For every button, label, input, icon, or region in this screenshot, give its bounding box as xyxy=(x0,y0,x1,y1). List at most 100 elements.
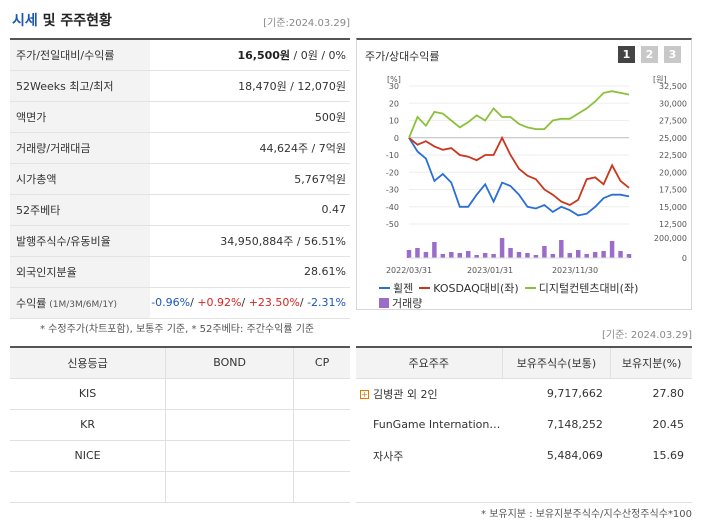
info-row: 주가/전일대비/수익률 16,500원 / 0원 / 0% xyxy=(10,39,350,71)
legend-item: 거래량 xyxy=(379,296,422,311)
y-left-tick: -20 xyxy=(386,168,399,177)
volume-bar xyxy=(457,253,463,258)
info-label: 52Weeks 최고/최저 xyxy=(10,70,150,102)
y-left-tick: 30 xyxy=(389,82,399,91)
returns-label: 수익률 (1M/3M/6M/1Y) xyxy=(10,287,150,319)
y-left-unit: [%] xyxy=(387,75,401,84)
volume-bar xyxy=(474,255,479,258)
legend-label: 거래량 xyxy=(392,296,423,310)
info-label: 주가/전일대비/수익률 xyxy=(10,39,150,71)
volume-bar xyxy=(406,250,412,258)
y-left-tick: -40 xyxy=(386,203,399,212)
y-right-unit: [원] xyxy=(653,75,667,84)
info-value: 28.61% xyxy=(150,256,350,288)
info-row: 52주베타 0.47 xyxy=(10,194,350,226)
price-chart: [%] [원] 30 32,500 20 30,000 10 27,500 0 25,000 -10… xyxy=(386,75,687,275)
y-right-tick: 32,500 xyxy=(659,82,687,91)
y-right-tick: 15,000 xyxy=(659,203,687,212)
x-tick: 2023/01/31 xyxy=(467,266,513,275)
holder-name[interactable]: 김병관 외 2인 xyxy=(373,387,438,401)
title-accent: 시세 xyxy=(12,13,38,29)
info-label: 거래량/거래대금 xyxy=(10,132,150,164)
info-value: 5,767억원 xyxy=(150,163,350,195)
returns-separator: / xyxy=(190,296,198,309)
info-row: 발행주식수/유동비율 34,950,884주 / 56.51% xyxy=(10,225,350,257)
credit-header: CP xyxy=(293,347,350,379)
holder-name-cell: FunGame International… xyxy=(356,409,502,440)
volume-bar xyxy=(618,251,623,258)
legend-label: 디지털컨텐츠대비(좌) xyxy=(538,281,639,295)
volume-bar xyxy=(601,251,606,258)
chart-title: 주가/상대수익률 xyxy=(365,50,440,63)
credit-cell: KR xyxy=(10,408,167,441)
legend-swatch xyxy=(419,287,431,289)
holder-shares: 5,484,069 xyxy=(546,449,603,462)
y-right-tick: 17,500 xyxy=(659,186,687,195)
info-value: 500원 xyxy=(150,101,350,133)
credit-cell xyxy=(165,439,295,472)
volume-bar xyxy=(559,240,564,258)
return-3m: +0.92% xyxy=(197,296,242,309)
table-row: 자사주 5,484,069 15.69 xyxy=(356,440,692,471)
volume-bar xyxy=(542,246,547,258)
expand-plus-icon[interactable]: + xyxy=(360,390,369,400)
volume-tick-zero: 0 xyxy=(682,254,687,263)
credit-header: 신용등급 xyxy=(10,347,167,379)
series-line-2 xyxy=(408,135,630,207)
y-left-tick: -30 xyxy=(386,186,399,195)
volume-bar xyxy=(499,238,505,258)
y-right-tick: 27,500 xyxy=(659,117,687,126)
credit-rating-table: 신용등급 BOND CP KIS KR NICE xyxy=(10,346,350,503)
volume-bar xyxy=(508,248,513,258)
title-rest: 및 주주현황 xyxy=(37,13,112,29)
holder-percent: 27.80 xyxy=(652,387,685,401)
y-left-tick: 0 xyxy=(394,134,399,143)
y-left-tick: 20 xyxy=(389,99,399,108)
returns-period-label: (1M/3M/6M/1Y) xyxy=(46,299,118,310)
chart-page-button-3[interactable]: 3 xyxy=(664,46,681,63)
holder-percent xyxy=(610,471,692,503)
info-value: 0.47 xyxy=(150,194,350,226)
volume-bar xyxy=(449,252,454,258)
credit-cell: NICE xyxy=(10,439,167,472)
chart-page-button-2[interactable]: 2 xyxy=(641,46,658,63)
info-value: 18,470원 / 12,070원 xyxy=(150,70,350,102)
chart-page-button-1[interactable]: 1 xyxy=(618,46,635,63)
volume-bar xyxy=(440,254,446,258)
price-change: / 0원 / 0% xyxy=(290,48,346,62)
volume-bar xyxy=(415,248,420,258)
credit-cell xyxy=(293,439,350,472)
reference-date-2: [기준: 2024.03.29] xyxy=(601,330,692,341)
y-right-tick: 20,000 xyxy=(659,168,687,177)
holder-percent: 20.45 xyxy=(652,418,685,431)
credit-cell xyxy=(293,470,350,503)
volume-bar xyxy=(584,254,589,258)
holder-name: FunGame International… xyxy=(373,418,502,431)
price-info-table: 주가/전일대비/수익률 16,500원 / 0원 / 0% 52Weeks 최고/최… xyxy=(10,38,350,319)
volume-bar xyxy=(567,253,573,258)
volume-bar xyxy=(423,252,429,258)
info-label: 외국인지분율 xyxy=(10,256,150,288)
volume-bar xyxy=(626,254,632,258)
y-right-tick: 12,500 xyxy=(659,220,687,229)
return-1m: -0.96% xyxy=(151,296,191,309)
volume-tick-max: 200,000 xyxy=(654,234,687,243)
holders-header: 보유지분(%) xyxy=(610,347,692,379)
legend-swatch xyxy=(524,287,536,289)
credit-cell xyxy=(165,377,295,410)
info-label: 시가총액 xyxy=(10,163,150,195)
y-right-tick: 30,000 xyxy=(659,99,687,108)
holder-shares xyxy=(502,471,611,503)
table-row: FunGame International… 7,148,252 20.45 xyxy=(356,409,692,440)
holder-shares: 7,148,252 xyxy=(546,418,603,431)
reference-date: [기준:2024.03.29] xyxy=(263,18,350,29)
y-left-tick: -50 xyxy=(386,220,399,229)
credit-cell xyxy=(10,470,167,503)
info-row: 외국인지분율 28.61% xyxy=(10,256,350,288)
holder-percent: 15.69 xyxy=(652,449,685,462)
x-tick: 2023/11/30 xyxy=(552,266,598,275)
return-1y: -2.31% xyxy=(307,296,346,309)
chart-legend: 휠젠 KOSDAQ대비(좌) 디지털컨텐츠대비(좌) 거래량 xyxy=(379,278,689,312)
x-tick: 2022/03/31 xyxy=(386,266,432,275)
